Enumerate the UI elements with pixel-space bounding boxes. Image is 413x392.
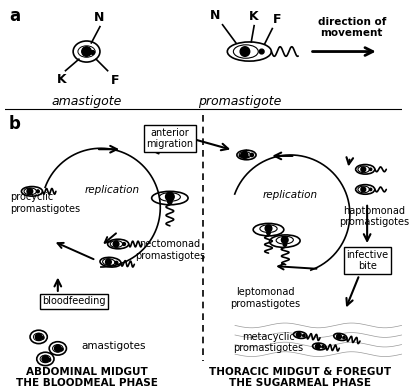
Text: ABDOMINAL MIDGUT
THE BLOODMEAL PHASE: ABDOMINAL MIDGUT THE BLOODMEAL PHASE <box>16 367 157 388</box>
Circle shape <box>368 168 371 171</box>
Circle shape <box>281 236 287 243</box>
Circle shape <box>55 345 61 352</box>
Circle shape <box>264 225 271 232</box>
Text: F: F <box>273 13 281 26</box>
Text: metacyclic
promastigotes: metacyclic promastigotes <box>233 332 303 354</box>
Circle shape <box>360 167 365 172</box>
Circle shape <box>342 336 344 339</box>
Text: F: F <box>110 74 119 87</box>
Circle shape <box>240 47 249 56</box>
Text: replication: replication <box>85 185 140 195</box>
Circle shape <box>321 346 323 348</box>
Circle shape <box>36 190 39 193</box>
Circle shape <box>81 47 91 56</box>
Text: THORACIC MIDGUT & FOREGUT
THE SUGARMEAL PHASE: THORACIC MIDGUT & FOREGUT THE SUGARMEAL … <box>209 367 390 388</box>
Text: direction of
movement: direction of movement <box>317 16 385 38</box>
Circle shape <box>266 231 270 235</box>
Circle shape <box>167 200 171 204</box>
Circle shape <box>27 189 33 194</box>
Circle shape <box>282 243 286 246</box>
Circle shape <box>241 152 247 158</box>
Text: anterior
migration: anterior migration <box>146 128 193 149</box>
Text: haptomonad
promastigotes: haptomonad promastigotes <box>338 206 408 227</box>
Text: nectomonad
promastigotes: nectomonad promastigotes <box>135 239 204 261</box>
Text: bloodfeeding: bloodfeeding <box>42 296 106 307</box>
Circle shape <box>302 334 304 337</box>
Text: b: b <box>9 115 21 133</box>
Text: procyclic
promastigotes: procyclic promastigotes <box>10 192 80 214</box>
Text: amastigotes: amastigotes <box>81 341 146 352</box>
Text: promastigote: promastigote <box>197 94 281 108</box>
Text: amastigote: amastigote <box>51 94 121 108</box>
Circle shape <box>105 259 111 265</box>
Circle shape <box>296 332 300 337</box>
Text: leptomonad
promastigotes: leptomonad promastigotes <box>230 287 300 309</box>
Text: infective
bite: infective bite <box>345 249 387 271</box>
Circle shape <box>35 334 42 340</box>
Circle shape <box>60 348 63 351</box>
Circle shape <box>259 49 263 54</box>
Circle shape <box>41 336 44 339</box>
Text: N: N <box>210 9 220 22</box>
Text: K: K <box>249 10 258 23</box>
Circle shape <box>90 51 95 54</box>
Circle shape <box>122 243 125 245</box>
Circle shape <box>48 359 50 361</box>
Text: N: N <box>94 11 104 24</box>
Text: a: a <box>9 7 20 25</box>
Text: replication: replication <box>262 190 317 200</box>
Circle shape <box>368 188 371 191</box>
Circle shape <box>315 344 320 349</box>
Text: K: K <box>57 73 66 85</box>
Circle shape <box>165 192 174 201</box>
Circle shape <box>115 261 118 264</box>
Circle shape <box>360 187 365 192</box>
Circle shape <box>249 153 253 157</box>
Circle shape <box>336 334 341 339</box>
Circle shape <box>113 241 119 247</box>
Circle shape <box>42 356 49 362</box>
